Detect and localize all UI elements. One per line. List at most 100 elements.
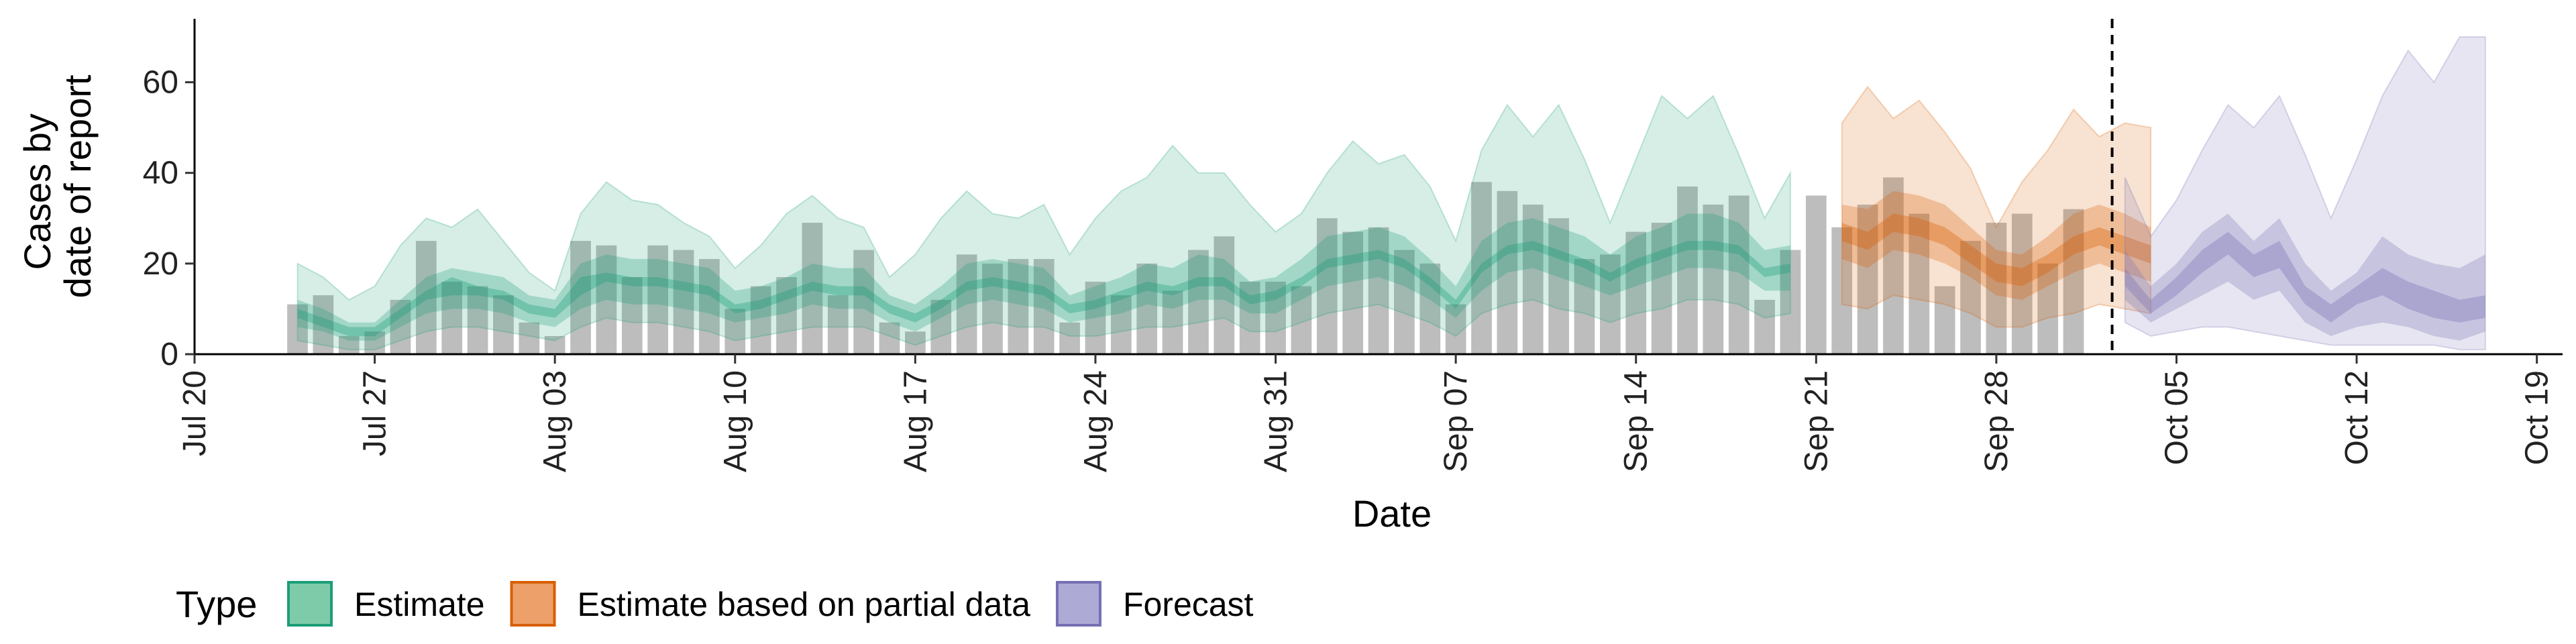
x-axis-title: Date bbox=[1352, 492, 1432, 535]
bar bbox=[364, 331, 385, 354]
x-tick-label: Oct 05 bbox=[2159, 370, 2194, 465]
legend-swatch bbox=[510, 581, 556, 627]
x-tick-label: Jul 27 bbox=[358, 370, 393, 456]
legend-label: Forecast bbox=[1123, 586, 1254, 623]
bar bbox=[1805, 195, 1827, 354]
bar bbox=[1883, 177, 1904, 354]
legend-label: Estimate bbox=[354, 586, 485, 623]
bar bbox=[493, 295, 514, 354]
bar bbox=[596, 245, 617, 354]
legend: Type Estimate Estimate based on partial d… bbox=[176, 581, 1254, 627]
bar bbox=[879, 322, 900, 354]
band-20 bbox=[1841, 213, 2151, 286]
x-ticks: Jul 20 Jul 27 Aug 03 Aug 10 Aug 17 Aug 24 Aug … bbox=[177, 354, 2555, 472]
x-tick-label: Aug 03 bbox=[537, 370, 573, 472]
y-axis-title-line-2: date of report bbox=[56, 74, 99, 299]
bar bbox=[1728, 195, 1750, 354]
bar bbox=[1214, 236, 1235, 354]
y-axis-title: Cases by date of report bbox=[16, 74, 99, 299]
bar bbox=[390, 299, 411, 354]
bar bbox=[930, 299, 952, 354]
x-tick-label: Aug 31 bbox=[1258, 370, 1294, 472]
bar bbox=[1599, 254, 1621, 354]
bar bbox=[1857, 205, 1878, 354]
bar bbox=[2063, 209, 2084, 354]
band-50 bbox=[2125, 213, 2485, 341]
bar bbox=[1471, 182, 1492, 354]
bar bbox=[1239, 281, 1260, 354]
bar bbox=[750, 286, 771, 354]
bands-layer bbox=[297, 36, 2486, 351]
bar bbox=[1085, 281, 1106, 354]
y-tick-label: 40 bbox=[143, 156, 178, 191]
bar bbox=[2037, 263, 2058, 354]
bar bbox=[1419, 263, 1441, 354]
band-90 bbox=[2124, 36, 2486, 351]
bar bbox=[647, 245, 668, 354]
bar bbox=[1445, 304, 1466, 354]
series-group bbox=[2124, 36, 2486, 351]
band-90 bbox=[1841, 85, 2152, 328]
bar bbox=[1754, 299, 1775, 354]
x-tick-label: Sep 14 bbox=[1619, 370, 1654, 472]
bar bbox=[441, 281, 463, 354]
x-tick-label: Oct 12 bbox=[2339, 370, 2375, 465]
legend-title: Type bbox=[176, 583, 257, 625]
bar bbox=[1110, 295, 1132, 354]
y-ticks: 0 20 40 60 bbox=[143, 65, 195, 372]
bar bbox=[1162, 290, 1183, 354]
band-50 bbox=[297, 213, 1790, 341]
bar bbox=[802, 223, 823, 354]
bar bbox=[1188, 250, 1209, 354]
bar bbox=[1574, 259, 1595, 354]
bar bbox=[621, 277, 643, 354]
bar bbox=[827, 295, 849, 354]
bar bbox=[338, 335, 360, 354]
y-tick-label: 20 bbox=[143, 246, 178, 282]
legend-swatch bbox=[287, 581, 333, 627]
legend-swatch bbox=[1055, 581, 1102, 627]
x-tick-label: Jul 20 bbox=[177, 370, 213, 456]
bar bbox=[1265, 281, 1286, 354]
bar bbox=[570, 241, 591, 354]
x-tick-label: Aug 17 bbox=[898, 370, 933, 472]
bar bbox=[956, 254, 977, 354]
bar bbox=[1008, 259, 1029, 354]
bar bbox=[1368, 227, 1389, 354]
y-tick-label: 60 bbox=[143, 65, 178, 101]
y-axis-title-line-1: Cases by bbox=[16, 113, 58, 270]
bar bbox=[1291, 286, 1312, 354]
bars-layer bbox=[287, 177, 2084, 354]
bar bbox=[673, 250, 694, 354]
bar bbox=[1522, 205, 1544, 354]
bar bbox=[467, 286, 488, 354]
series-group bbox=[1841, 85, 2152, 328]
x-tick-label: Sep 28 bbox=[1979, 370, 2015, 472]
bar bbox=[1960, 241, 1981, 354]
band-20 bbox=[2125, 231, 2485, 323]
legend-label: Estimate based on partial data bbox=[578, 586, 1031, 623]
bar bbox=[1316, 218, 1338, 354]
bar bbox=[1651, 223, 1672, 354]
y-tick-label: 0 bbox=[160, 337, 178, 372]
x-tick-label: Aug 24 bbox=[1078, 370, 1114, 472]
band-20 bbox=[297, 241, 1790, 336]
band-50 bbox=[1841, 191, 2151, 300]
bar bbox=[1548, 218, 1569, 354]
bar bbox=[519, 322, 540, 354]
bar bbox=[1342, 231, 1363, 354]
bar bbox=[287, 304, 308, 354]
bar bbox=[313, 295, 334, 354]
bar bbox=[1497, 191, 1518, 354]
bar bbox=[1033, 259, 1055, 354]
plot-area bbox=[287, 19, 2486, 354]
bar bbox=[1625, 231, 1647, 354]
axes: 0 20 40 60 Jul 20 Jul 27 Aug 03 Aug 10 Aug 17 Au… bbox=[143, 19, 2563, 472]
bar bbox=[544, 335, 566, 354]
series-group bbox=[297, 95, 1791, 351]
x-tick-label: Sep 07 bbox=[1438, 370, 1474, 472]
bar bbox=[1986, 223, 2007, 354]
bar bbox=[776, 277, 797, 354]
bar bbox=[1136, 263, 1158, 354]
